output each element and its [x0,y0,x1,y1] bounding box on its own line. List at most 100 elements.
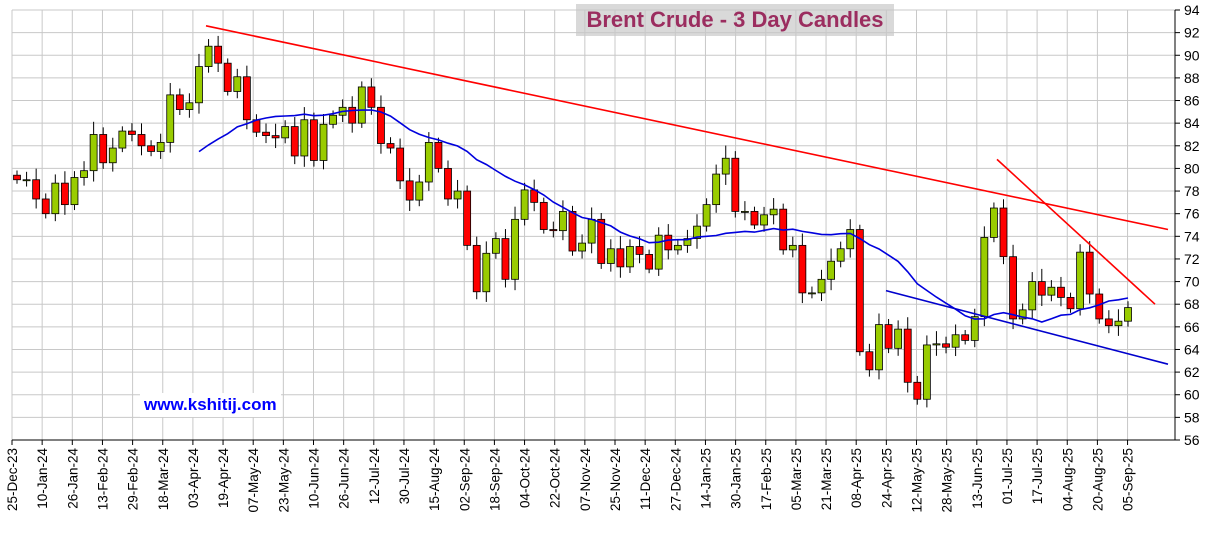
candle-body [444,168,452,200]
candle-body [463,190,472,246]
candle-body [1085,251,1094,295]
x-tick-label: 20-Aug-25 [1090,448,1105,511]
x-tick-label: 01-Jul-25 [1000,448,1015,504]
candle-body [673,244,682,251]
chart-title-box [576,4,894,36]
x-tick-label: 17-Jul-25 [1030,448,1045,504]
candle-body [616,248,625,268]
candle-body [645,254,654,270]
x-tick-label: 24-Apr-25 [879,448,894,508]
x-tick-label: 04-Oct-24 [518,448,533,509]
candle-body [386,143,395,149]
candle-body [156,141,165,152]
candle-body [788,244,797,251]
x-tick-label: 02-Sep-24 [457,448,472,512]
x-tick-label: 04-Aug-25 [1060,448,1075,511]
x-tick-label: 13-Jun-25 [970,448,985,509]
candle-body [300,119,309,157]
candle-body [635,246,644,255]
candle-body [1104,318,1113,327]
candle-body [750,211,759,226]
candle-body [817,278,826,294]
x-tick-label: 25-Dec-23 [5,448,20,511]
candle-body [185,102,194,110]
y-tick-label: 72 [1184,251,1200,267]
x-tick-label: 26-Jun-24 [337,448,352,509]
x-tick-label: 19-Apr-24 [216,448,231,509]
x-tick-label: 18-Mar-24 [156,448,171,511]
candle-body [1047,286,1056,296]
candle-body [1114,320,1123,327]
y-tick-label: 88 [1184,70,1200,86]
candle-body [233,76,242,92]
moving-average-line [198,109,1129,323]
candle-body [472,244,481,293]
candle-body [942,343,950,348]
candle-body [80,170,88,178]
x-tick-label: 18-Sep-24 [487,448,502,512]
candle-body [329,114,337,125]
y-tick-label: 68 [1184,296,1200,312]
candle-body [22,179,31,182]
candle-body [846,229,855,250]
candle-body [137,134,146,147]
candle-body [578,242,586,252]
candle-body [539,201,548,230]
candle-body [290,126,299,157]
candle-body [990,207,998,238]
x-tick-label: 25-Nov-24 [608,448,623,512]
x-tick-label: 11-Dec-24 [638,448,653,511]
candle-body [357,86,366,124]
candle-body [1037,281,1046,296]
candle-body [377,106,385,144]
long-resistance-line [205,25,1169,231]
candle-body [654,234,663,270]
candle-body [319,123,328,161]
candle-body [769,208,778,216]
candle-body [520,189,529,220]
candle-body [424,141,433,183]
candle-body [951,334,960,348]
x-tick-label: 03-Apr-24 [186,448,201,509]
candle-body [128,130,136,135]
candle-body [884,324,893,349]
y-tick-label: 86 [1184,93,1200,109]
candle-body [348,106,357,124]
candle-body [166,94,175,143]
candle-body [51,182,60,215]
candle-body [597,218,606,264]
candle-body [559,211,567,232]
y-tick-label: 94 [1184,2,1200,18]
candle-body [740,211,749,213]
x-tick-label: 10-Jun-24 [307,448,322,509]
candle-body [683,238,692,246]
candle-body [568,211,577,252]
x-tick-label: 14-Jan-25 [698,448,713,509]
y-tick-label: 58 [1184,409,1200,425]
candle-body [913,381,922,400]
candle-body [175,94,184,110]
candle-body [702,204,711,227]
y-tick-label: 78 [1184,183,1200,199]
x-tick-label: 22-Oct-24 [548,448,563,509]
candle-body [70,177,79,206]
chart-title: Brent Crude - 3 Day Candles [586,7,884,32]
y-tick-label: 84 [1184,115,1200,131]
candle-body [712,173,721,206]
candle-body [511,218,519,280]
x-tick-label: 10-Jan-24 [35,448,50,509]
x-tick-label: 12-May-25 [910,448,925,513]
x-tick-label: 30-Jan-25 [729,448,744,509]
y-tick-label: 76 [1184,206,1200,222]
y-tick-label: 80 [1184,160,1200,176]
x-tick-label: 05-Sep-25 [1121,448,1136,511]
moving-average [198,109,1129,323]
candle-body [262,131,270,137]
candle-body [664,234,673,251]
watermark-link[interactable]: www.kshitij.com [140,393,281,417]
candle-body [827,260,835,280]
x-tick-label: 17-Feb-25 [759,448,774,510]
y-tick-label: 62 [1184,364,1200,380]
candle-body [980,237,989,318]
y-tick-label: 82 [1184,138,1200,154]
